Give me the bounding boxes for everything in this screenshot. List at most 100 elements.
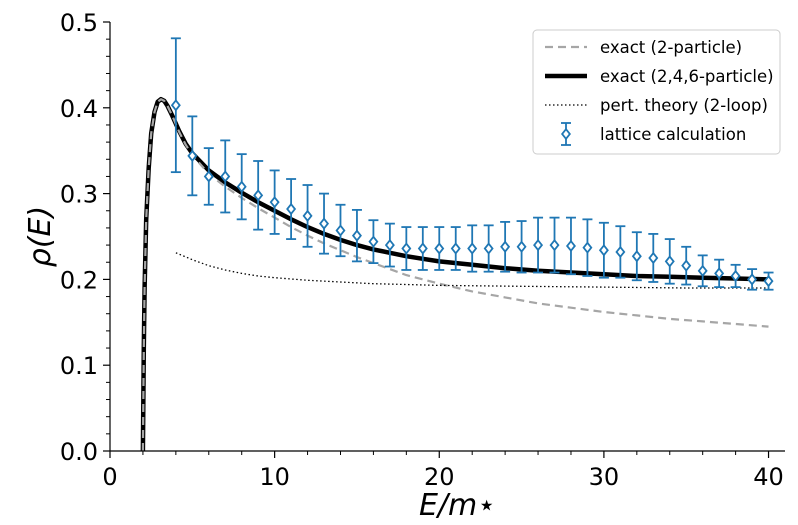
diamond-marker xyxy=(533,238,544,252)
diamond-marker xyxy=(516,240,527,254)
lattice-point xyxy=(220,139,231,214)
lattice-point xyxy=(434,226,445,271)
lattice-point xyxy=(269,169,280,235)
lattice-point xyxy=(187,115,198,197)
lattice-point xyxy=(170,37,181,174)
y-tick-label: 0.1 xyxy=(60,352,98,380)
diamond-marker xyxy=(434,242,445,255)
lattice-point xyxy=(598,221,609,279)
legend-label: pert. theory (2-loop) xyxy=(600,96,768,115)
diamond-marker xyxy=(615,245,626,259)
diamond-marker xyxy=(203,170,214,183)
diamond-marker xyxy=(170,98,181,112)
lattice-point xyxy=(747,268,758,291)
lattice-point xyxy=(565,216,576,276)
lattice-point xyxy=(335,203,346,258)
diamond-marker xyxy=(648,251,659,265)
diamond-marker xyxy=(302,209,313,223)
x-axis-label: E/m⋆ xyxy=(419,488,496,523)
diamond-marker xyxy=(747,273,758,286)
diamond-marker xyxy=(269,195,280,209)
y-tick-label: 0.2 xyxy=(60,266,98,294)
series-line-dashed xyxy=(141,98,769,452)
diamond-marker xyxy=(697,264,708,278)
lattice-point xyxy=(302,184,313,248)
y-tick-label: 0.5 xyxy=(60,9,98,37)
diamond-marker xyxy=(681,259,692,272)
legend-item: pert. theory (2-loop) xyxy=(545,96,768,115)
legend-label: exact (2,4,6-particle) xyxy=(600,67,774,86)
diamond-marker xyxy=(763,274,774,288)
lattice-point xyxy=(648,233,659,283)
x-tick-label: 0 xyxy=(102,463,117,491)
legend-box xyxy=(532,29,781,155)
diamond-marker xyxy=(401,242,412,255)
x-tick-label: 40 xyxy=(753,463,784,491)
legend-item: exact (2,4,6-particle) xyxy=(545,67,774,86)
x-tick-label: 10 xyxy=(259,463,290,491)
lattice-point xyxy=(384,222,395,268)
diamond-marker xyxy=(368,235,379,248)
diamond-marker xyxy=(417,242,428,255)
diamond-marker xyxy=(598,243,609,257)
lattice-point xyxy=(730,263,741,289)
y-axis-label: ρ(E) xyxy=(23,206,58,267)
lattice-point xyxy=(516,220,527,274)
lattice-point xyxy=(763,271,774,291)
lattice-point xyxy=(286,178,297,240)
lattice-point xyxy=(351,209,362,263)
lattice-point xyxy=(368,219,379,264)
legend-diamond xyxy=(561,127,571,141)
y-tick-label: 0.3 xyxy=(60,181,98,209)
legend-label: exact (2-particle) xyxy=(600,38,742,57)
lattice-point xyxy=(681,245,692,286)
lattice-point xyxy=(236,153,247,221)
legend-item: lattice calculation xyxy=(561,122,746,146)
diamond-marker xyxy=(467,242,478,255)
legend: exact (2-particle) exact (2,4,6-particle)… xyxy=(532,29,781,155)
lattice-point xyxy=(417,226,428,271)
diamond-marker xyxy=(664,255,675,268)
diamond-marker xyxy=(220,170,231,183)
lattice-point xyxy=(450,226,461,271)
diamond-marker xyxy=(351,229,362,242)
diamond-marker xyxy=(714,267,725,280)
diamond-marker xyxy=(286,202,297,216)
diamond-marker xyxy=(730,269,741,283)
diamond-marker xyxy=(335,224,346,237)
lattice-point xyxy=(467,224,478,273)
lattice-point xyxy=(401,226,412,271)
diamond-marker xyxy=(187,149,198,163)
tick-labels: 0 10 20 30 40 0.0 0.1 0.2 0.3 0.4 0.5 xyxy=(60,9,784,491)
diamond-marker xyxy=(565,239,576,253)
diamond-marker xyxy=(319,217,330,230)
diamond-marker xyxy=(384,238,395,252)
diamond-marker xyxy=(582,241,593,254)
x-tick-label: 30 xyxy=(589,463,620,491)
legend-item: exact (2-particle) xyxy=(545,38,742,57)
lattice-point xyxy=(664,238,675,285)
diamond-marker xyxy=(631,249,642,263)
lattice-points xyxy=(170,37,774,291)
lattice-point xyxy=(500,221,511,273)
lattice-point xyxy=(319,192,330,255)
lattice-point xyxy=(615,225,626,279)
lattice-point xyxy=(582,218,593,277)
x-tick-label: 20 xyxy=(424,463,455,491)
lattice-point xyxy=(697,254,708,288)
lattice-point xyxy=(483,224,494,273)
lattice-point xyxy=(549,216,560,274)
lattice-point xyxy=(714,258,725,289)
lattice-point xyxy=(631,231,642,282)
axes xyxy=(103,21,785,458)
diamond-marker xyxy=(450,242,461,255)
y-tick-label: 0.0 xyxy=(60,438,98,466)
lattice-point xyxy=(253,160,264,231)
lattice-point xyxy=(203,147,214,206)
diamond-marker xyxy=(500,240,511,254)
diamond-marker xyxy=(253,189,264,202)
diamond-marker xyxy=(236,180,247,193)
y-tick-label: 0.4 xyxy=(60,95,98,123)
legend-label: lattice calculation xyxy=(600,125,746,144)
